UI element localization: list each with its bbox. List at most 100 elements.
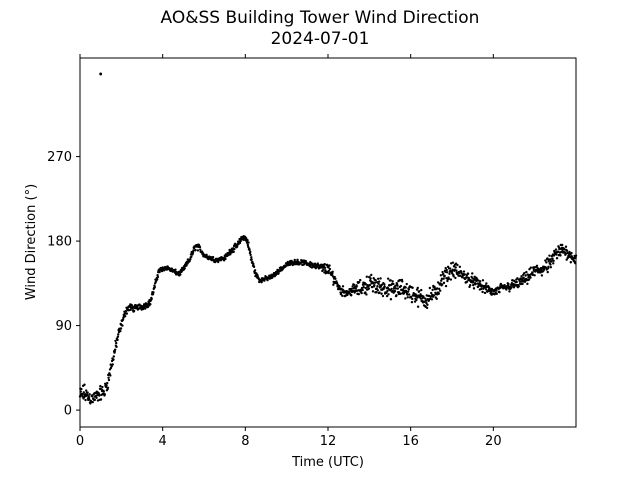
data-point bbox=[95, 396, 98, 400]
data-point bbox=[430, 291, 433, 295]
data-point bbox=[328, 264, 331, 267]
data-point bbox=[404, 286, 407, 289]
data-point bbox=[419, 293, 422, 296]
data-point bbox=[392, 282, 395, 286]
data-point bbox=[495, 292, 498, 296]
data-point bbox=[381, 294, 385, 298]
data-point bbox=[106, 381, 109, 385]
data-point bbox=[377, 280, 381, 283]
data-point bbox=[527, 276, 530, 279]
data-point bbox=[452, 275, 455, 278]
data-point bbox=[505, 288, 508, 291]
data-point bbox=[446, 279, 449, 283]
data-point bbox=[156, 275, 160, 279]
data-point bbox=[360, 291, 363, 295]
data-point bbox=[249, 253, 252, 257]
data-point bbox=[410, 300, 414, 304]
data-point bbox=[462, 270, 466, 273]
data-point bbox=[183, 267, 186, 270]
data-point bbox=[444, 284, 448, 288]
data-point bbox=[246, 243, 250, 247]
data-point bbox=[111, 363, 114, 366]
data-point bbox=[239, 239, 242, 243]
data-point bbox=[373, 283, 376, 287]
data-point bbox=[435, 297, 438, 301]
data-point bbox=[510, 286, 513, 289]
data-point bbox=[364, 291, 367, 294]
data-point bbox=[466, 272, 470, 276]
data-point bbox=[99, 398, 103, 401]
data-point bbox=[564, 245, 568, 248]
data-point bbox=[448, 267, 452, 270]
data-point bbox=[376, 285, 379, 288]
data-point bbox=[447, 277, 451, 281]
data-point bbox=[521, 282, 524, 286]
data-point bbox=[143, 307, 147, 310]
data-point bbox=[551, 257, 554, 260]
data-point bbox=[437, 287, 441, 291]
data-point bbox=[246, 239, 249, 242]
data-point bbox=[84, 398, 87, 402]
data-point bbox=[416, 286, 419, 290]
data-point bbox=[341, 285, 345, 288]
data-point bbox=[437, 292, 441, 295]
data-point bbox=[260, 280, 263, 284]
data-point bbox=[465, 280, 469, 283]
data-point bbox=[432, 294, 436, 297]
y-axis-label: Wind Direction (°) bbox=[24, 184, 39, 300]
data-point bbox=[445, 268, 448, 272]
chart-subtitle: 2024-07-01 bbox=[270, 29, 370, 49]
data-point bbox=[561, 243, 564, 247]
data-point bbox=[485, 282, 488, 285]
data-point bbox=[495, 289, 498, 292]
data-point bbox=[117, 333, 120, 336]
data-point bbox=[529, 266, 533, 269]
data-point bbox=[121, 324, 124, 327]
data-point bbox=[386, 289, 389, 293]
data-point bbox=[458, 274, 462, 277]
data-point bbox=[397, 291, 401, 294]
data-point bbox=[422, 296, 425, 299]
data-point bbox=[448, 272, 451, 275]
data-point bbox=[483, 291, 487, 295]
data-point bbox=[529, 276, 532, 279]
data-point bbox=[365, 293, 368, 296]
data-point bbox=[525, 270, 528, 274]
data-point bbox=[357, 280, 361, 284]
data-point bbox=[570, 255, 574, 258]
data-point bbox=[379, 277, 382, 280]
data-point bbox=[367, 287, 371, 290]
data-point bbox=[86, 391, 89, 394]
data-point bbox=[544, 259, 547, 262]
data-point bbox=[451, 261, 455, 264]
x-tick-label: 16 bbox=[402, 434, 419, 449]
data-point bbox=[116, 335, 120, 338]
data-point bbox=[357, 292, 361, 296]
data-point bbox=[516, 277, 519, 280]
data-point bbox=[325, 263, 329, 267]
data-point bbox=[549, 263, 552, 266]
data-point bbox=[340, 291, 343, 294]
data-point bbox=[455, 269, 458, 272]
data-point bbox=[443, 274, 446, 278]
data-point bbox=[535, 264, 539, 267]
data-point bbox=[196, 249, 200, 252]
data-point bbox=[341, 294, 344, 297]
data-point bbox=[420, 288, 423, 292]
data-point bbox=[88, 393, 91, 396]
data-point bbox=[458, 265, 462, 269]
data-point bbox=[438, 289, 442, 292]
data-point bbox=[445, 271, 449, 274]
data-point bbox=[430, 298, 434, 301]
data-point bbox=[559, 254, 562, 257]
data-point bbox=[101, 385, 104, 389]
data-point bbox=[377, 282, 380, 285]
data-point bbox=[424, 297, 427, 300]
data-point bbox=[394, 287, 397, 290]
data-point bbox=[533, 274, 536, 277]
data-point bbox=[112, 358, 115, 361]
data-point bbox=[326, 271, 330, 275]
data-point bbox=[540, 274, 544, 277]
data-point bbox=[114, 341, 118, 345]
data-point bbox=[415, 298, 418, 302]
